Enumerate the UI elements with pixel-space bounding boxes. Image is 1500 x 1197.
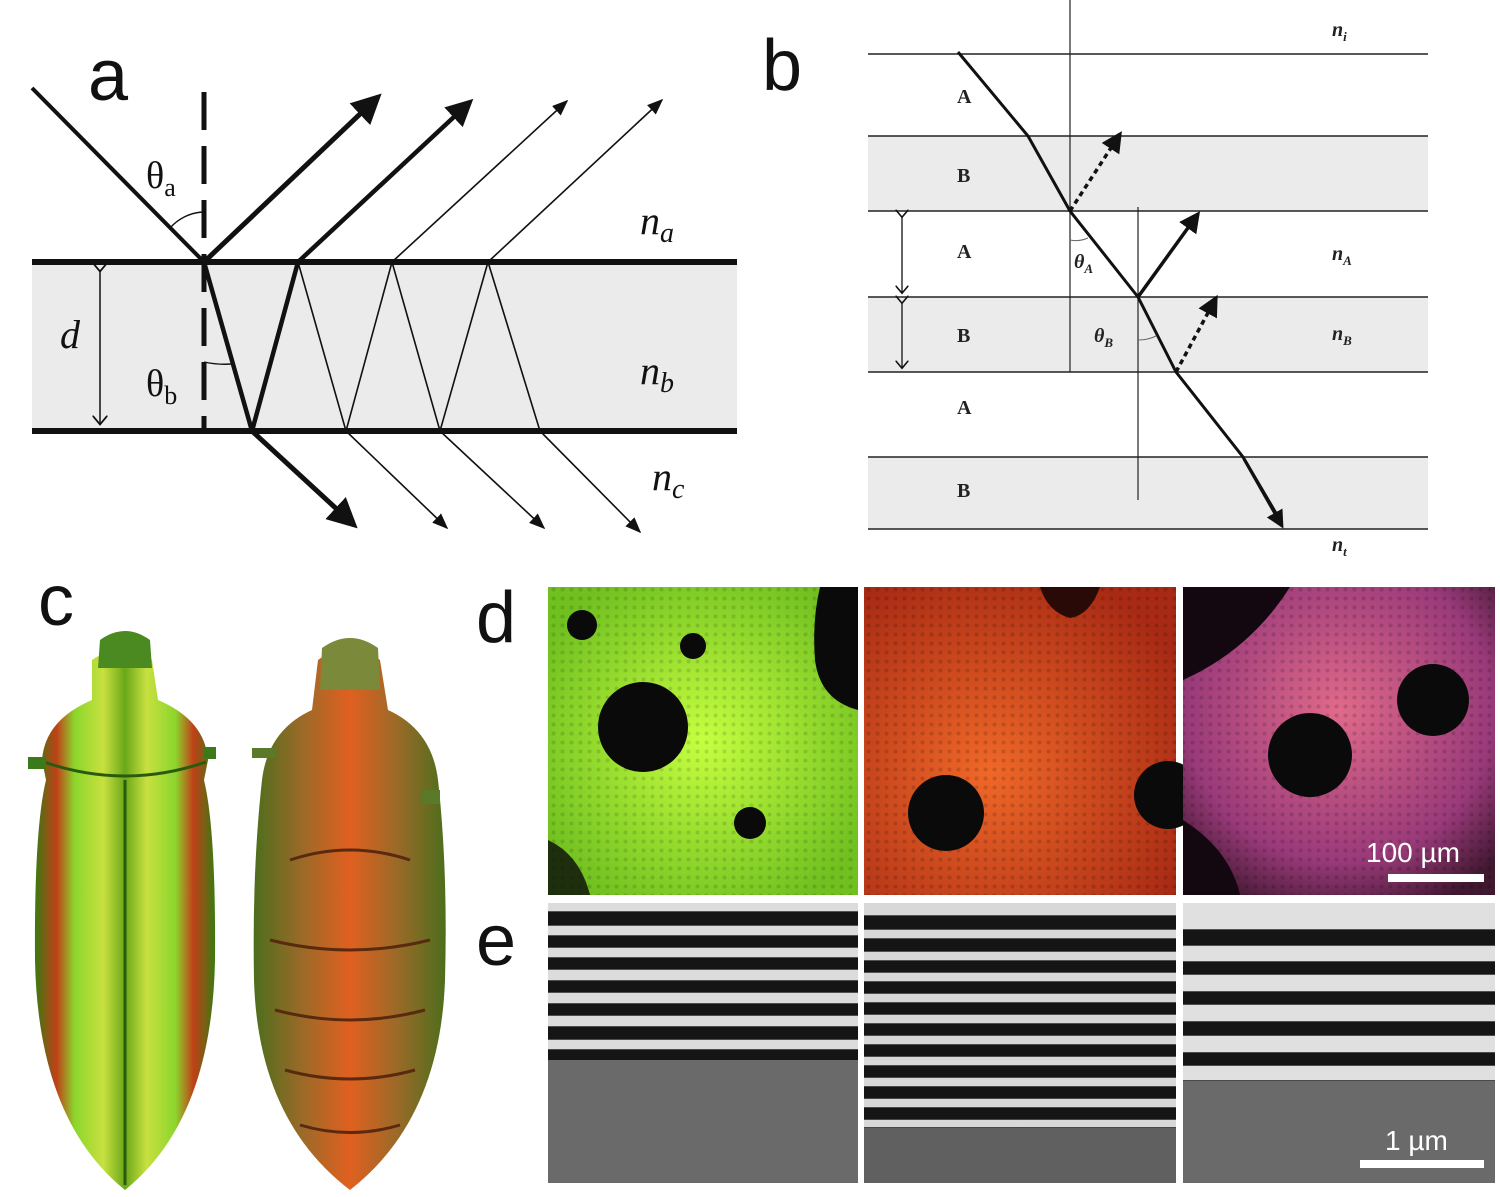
- layer-label-6: B: [957, 480, 970, 502]
- reflected-ray-3: [391, 99, 569, 263]
- layer-label-1: A: [957, 86, 972, 108]
- panel-b-diagram: A B A B A B ni nA nB nt θA θB: [868, 0, 1428, 559]
- layer-label-4: B: [957, 325, 970, 347]
- panel-letter-b: b: [762, 26, 803, 106]
- micrograph-red: [864, 587, 1202, 895]
- angle-arc-b: [203, 361, 233, 365]
- panel-c-beetles: [28, 631, 446, 1190]
- theta-A-label: θA: [1074, 251, 1093, 276]
- tem-image-3: [1183, 903, 1495, 1183]
- ray-path: [956, 51, 1282, 521]
- transmitted-ray-4: [539, 430, 642, 534]
- micrograph-green: [548, 587, 858, 895]
- micrograph-purple: [1183, 587, 1495, 895]
- reflection-solid: [1136, 211, 1201, 299]
- reflected-ray-4: [487, 98, 664, 263]
- d-label: d: [60, 312, 81, 357]
- layer-label-2: B: [957, 165, 970, 187]
- layer-b-1: [868, 136, 1428, 211]
- angle-arc-a: [169, 211, 203, 229]
- panel-letter-d: d: [476, 578, 517, 658]
- transmitted-ray-1: [250, 429, 358, 529]
- panel-letter-c: c: [38, 561, 74, 641]
- transmitted-ray-3: [439, 430, 546, 530]
- theta-a-label: θa: [146, 155, 176, 202]
- scalebar-e-label: 1 µm: [1385, 1125, 1448, 1156]
- panel-letter-e: e: [476, 901, 517, 981]
- beetle-ventral: [252, 638, 446, 1190]
- transmitted-arrow: [1242, 458, 1284, 529]
- angle-arc-B: [1137, 335, 1157, 341]
- layer-b-2: [868, 297, 1428, 372]
- theta-b-label: θb: [146, 363, 177, 410]
- panel-letter-a: a: [88, 36, 129, 116]
- scalebar-d-label: 100 µm: [1366, 837, 1460, 868]
- tem-image-2: [864, 903, 1176, 1183]
- incident-ray: [30, 86, 206, 264]
- scalebar-d: [1388, 874, 1484, 882]
- n-a-label: na: [640, 198, 674, 249]
- tem-image-1: [548, 903, 858, 1183]
- reflection-dashed-1: [1068, 131, 1122, 212]
- n-c-label: nc: [652, 454, 685, 505]
- transmitted-ray-2: [345, 430, 449, 530]
- layer-label-3: A: [957, 241, 972, 263]
- panel-e-tem: 1 µm: [548, 903, 1495, 1183]
- theta-B-label: θB: [1094, 325, 1113, 350]
- panel-d-micrographs: 100 µm: [548, 587, 1495, 895]
- layer-label-5: A: [957, 397, 972, 419]
- n-i-label: ni: [1332, 19, 1347, 44]
- panel-a-diagram: θa θb d na nb nc: [30, 86, 737, 534]
- reflected-ray-2: [296, 98, 474, 264]
- internal-ray-1: [249, 261, 301, 432]
- refracted-ray: [201, 261, 255, 432]
- layer-b-3: [868, 457, 1428, 529]
- n-B-label: nB: [1332, 323, 1352, 348]
- scalebar-e: [1360, 1160, 1484, 1168]
- n-b-label: nb: [640, 348, 674, 399]
- reflected-ray-1: [202, 93, 382, 264]
- n-t-label: nt: [1332, 534, 1347, 559]
- n-A-label: nA: [1332, 243, 1352, 268]
- beetle-dorsal: [28, 631, 216, 1190]
- angle-arc-A: [1069, 237, 1089, 242]
